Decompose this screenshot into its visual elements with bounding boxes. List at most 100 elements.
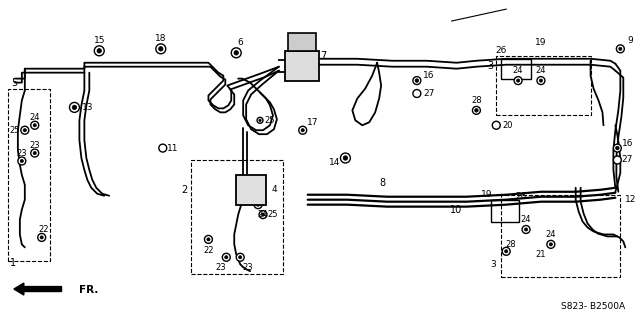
Circle shape — [255, 193, 258, 196]
Circle shape — [504, 250, 508, 253]
Circle shape — [236, 253, 244, 261]
Text: 25: 25 — [268, 210, 278, 219]
Circle shape — [613, 156, 621, 164]
Circle shape — [231, 48, 241, 58]
Circle shape — [502, 247, 510, 255]
Text: S823- B2500A: S823- B2500A — [561, 302, 625, 311]
Circle shape — [524, 228, 527, 231]
Circle shape — [261, 213, 264, 216]
Text: 19: 19 — [535, 38, 547, 48]
Text: 1: 1 — [10, 258, 16, 268]
Circle shape — [33, 124, 36, 127]
Circle shape — [301, 129, 304, 132]
Bar — [501, 195, 620, 277]
Text: 19: 19 — [481, 190, 492, 199]
Circle shape — [343, 156, 348, 160]
Text: 16: 16 — [423, 71, 435, 80]
Bar — [501, 59, 531, 78]
Circle shape — [239, 256, 242, 259]
Circle shape — [259, 119, 261, 122]
Circle shape — [514, 77, 522, 85]
Circle shape — [222, 253, 230, 261]
Circle shape — [20, 160, 24, 163]
Circle shape — [159, 144, 167, 152]
Circle shape — [72, 105, 77, 110]
Circle shape — [257, 117, 263, 123]
Bar — [191, 160, 283, 274]
Circle shape — [38, 234, 45, 241]
Text: 18: 18 — [155, 34, 166, 43]
Circle shape — [70, 102, 79, 112]
Text: 28: 28 — [471, 96, 482, 105]
Text: 23: 23 — [243, 263, 253, 272]
Text: 22: 22 — [38, 225, 49, 234]
Circle shape — [225, 256, 228, 259]
Text: 24: 24 — [258, 210, 268, 219]
Text: 24: 24 — [521, 215, 531, 224]
Text: 13: 13 — [81, 103, 93, 112]
Circle shape — [537, 77, 545, 85]
Text: 23: 23 — [29, 141, 40, 150]
Circle shape — [31, 149, 38, 157]
Text: 8: 8 — [379, 178, 385, 188]
Text: 2: 2 — [182, 185, 188, 195]
Text: 22: 22 — [203, 246, 214, 255]
Text: 6: 6 — [237, 38, 243, 48]
Text: 16: 16 — [621, 139, 633, 148]
Text: 27: 27 — [423, 89, 435, 98]
Text: 12: 12 — [625, 195, 637, 204]
Text: 10: 10 — [451, 204, 463, 215]
Circle shape — [413, 90, 421, 98]
Bar — [288, 33, 316, 51]
Circle shape — [33, 152, 36, 155]
Circle shape — [299, 126, 307, 134]
Bar — [285, 51, 319, 81]
FancyArrow shape — [14, 283, 61, 295]
Text: 25: 25 — [265, 116, 275, 125]
Circle shape — [522, 226, 530, 234]
Circle shape — [239, 195, 243, 198]
Circle shape — [97, 48, 102, 53]
Circle shape — [492, 121, 500, 129]
Text: 24: 24 — [536, 66, 546, 75]
Text: 9: 9 — [627, 36, 633, 45]
Circle shape — [616, 146, 619, 150]
Text: 24: 24 — [29, 113, 40, 122]
Text: 26: 26 — [515, 192, 527, 201]
Circle shape — [547, 241, 555, 248]
Circle shape — [207, 238, 210, 241]
Bar — [8, 89, 50, 261]
Circle shape — [619, 47, 622, 50]
Circle shape — [204, 235, 212, 243]
Circle shape — [40, 236, 44, 239]
Circle shape — [549, 243, 552, 246]
Circle shape — [613, 144, 621, 152]
Circle shape — [475, 108, 478, 112]
Text: 15: 15 — [93, 36, 105, 45]
Text: 7: 7 — [321, 51, 326, 61]
Text: 4: 4 — [271, 185, 276, 194]
Circle shape — [21, 126, 29, 134]
Text: FR.: FR. — [79, 285, 99, 295]
Circle shape — [237, 193, 245, 201]
Text: 5: 5 — [11, 78, 17, 88]
Text: 3: 3 — [487, 61, 493, 71]
Text: 21: 21 — [536, 250, 546, 259]
Circle shape — [23, 129, 26, 132]
Text: 17: 17 — [307, 118, 318, 127]
Circle shape — [239, 181, 243, 184]
Text: 3: 3 — [490, 260, 496, 269]
Circle shape — [159, 47, 163, 51]
Circle shape — [254, 201, 262, 209]
Bar — [496, 56, 591, 115]
Circle shape — [259, 211, 267, 219]
Circle shape — [472, 107, 481, 114]
Text: 14: 14 — [329, 159, 340, 167]
Circle shape — [252, 191, 260, 199]
Text: 11: 11 — [167, 144, 179, 152]
Circle shape — [516, 79, 520, 82]
Circle shape — [413, 77, 421, 85]
Circle shape — [616, 45, 624, 53]
Text: 24: 24 — [546, 230, 556, 239]
Bar — [492, 200, 519, 221]
